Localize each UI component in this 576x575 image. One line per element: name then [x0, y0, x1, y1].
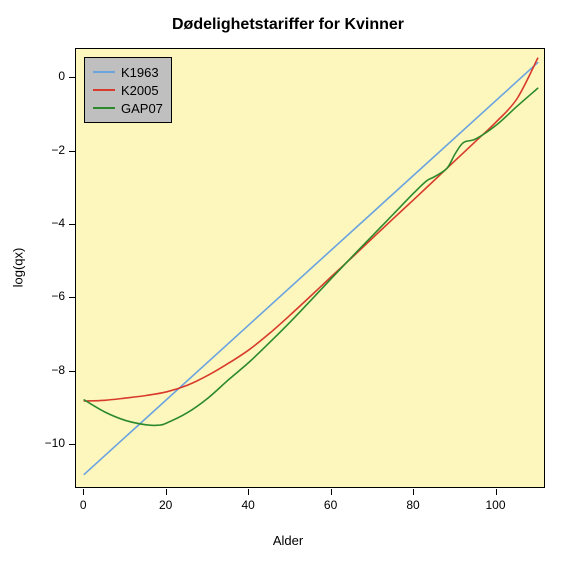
x-tick-mark [413, 489, 414, 495]
legend-label: GAP07 [121, 101, 163, 116]
x-tick-label: 60 [316, 498, 346, 512]
plot-area: K1963 K2005 GAP07 [75, 48, 545, 488]
y-tick-label: −6 [51, 289, 65, 303]
x-tick-mark [331, 489, 332, 495]
y-tick-label: −10 [45, 436, 65, 450]
y-tick-label: −2 [51, 143, 65, 157]
legend-swatch [93, 89, 115, 91]
x-tick-mark [83, 489, 84, 495]
y-tick-mark [69, 151, 75, 152]
y-tick-label: −4 [51, 216, 65, 230]
y-tick-mark [69, 224, 75, 225]
legend: K1963 K2005 GAP07 [84, 57, 172, 123]
y-tick-mark [69, 371, 75, 372]
y-tick-label: −8 [51, 363, 65, 377]
series-line-gap07 [84, 88, 538, 425]
y-tick-mark [69, 444, 75, 445]
x-tick-mark [166, 489, 167, 495]
x-tick-label: 20 [151, 498, 181, 512]
legend-swatch [93, 71, 115, 73]
legend-label: K1963 [121, 65, 159, 80]
x-tick-label: 40 [233, 498, 263, 512]
x-tick-label: 80 [398, 498, 428, 512]
x-tick-mark [248, 489, 249, 495]
legend-swatch [93, 107, 115, 109]
y-tick-mark [69, 297, 75, 298]
y-tick-label: 0 [58, 69, 65, 83]
x-tick-label: 100 [481, 498, 511, 512]
x-tick-label: 0 [68, 498, 98, 512]
legend-label: K2005 [121, 83, 159, 98]
y-tick-mark [69, 77, 75, 78]
mortality-chart: Dødelighetstariffer for Kvinner Alder lo… [0, 0, 576, 575]
legend-item: K1963 [93, 63, 163, 81]
chart-title: Dødelighetstariffer for Kvinner [0, 16, 576, 34]
legend-item: K2005 [93, 81, 163, 99]
x-axis-label: Alder [0, 533, 576, 548]
x-tick-mark [496, 489, 497, 495]
y-axis-label: log(qx) [11, 218, 26, 318]
series-line-k1963 [84, 63, 538, 475]
legend-item: GAP07 [93, 99, 163, 117]
